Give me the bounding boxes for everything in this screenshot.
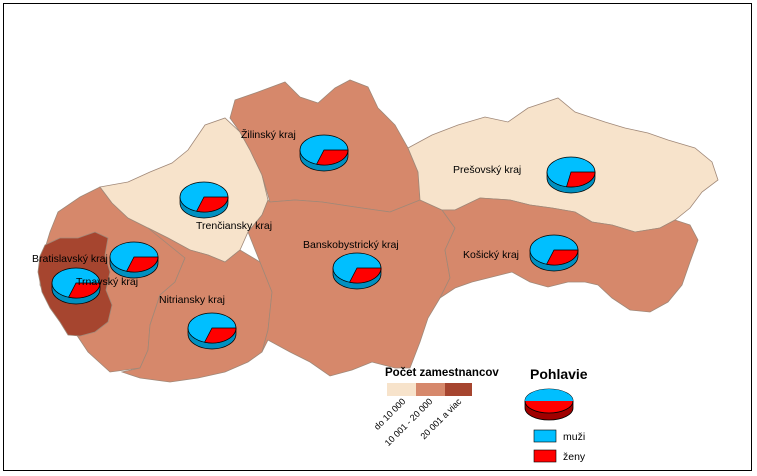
pie-bratislava: [51, 267, 101, 305]
label-trencin: Trenčiansky kraj: [196, 220, 272, 232]
legend-swatch-mid: [416, 383, 445, 396]
label-kosice: Košický kraj: [463, 249, 519, 261]
legend-men-swatch: [533, 429, 557, 443]
legend-men-label: muži: [563, 431, 585, 443]
label-banska-bystrica: Banskobystrický kraj: [303, 239, 399, 251]
pie-kosice: [529, 234, 579, 272]
label-bratislava: Bratislavský kraj: [32, 253, 108, 265]
map-frame: [3, 3, 752, 471]
legend-swatch-high: [445, 383, 472, 396]
legend-gender-pie: [524, 388, 574, 421]
legend-gender: Pohlavie muži ženy: [524, 366, 588, 463]
pie-trencin: [179, 181, 229, 219]
legend-women-swatch: [533, 449, 557, 463]
pie-nitra: [187, 312, 237, 350]
legend-swatch-low: [387, 383, 416, 396]
label-presov: Prešovský kraj: [453, 164, 521, 176]
pie-zilina: [299, 134, 349, 172]
legend-gender-title: Pohlavie: [530, 366, 588, 382]
label-zilina: Žilinský kraj: [241, 128, 296, 141]
legend-women-label: ženy: [563, 451, 586, 463]
label-nitra: Nitriansky kraj: [159, 294, 225, 306]
legend-employees-title: Počet zamestnancov: [385, 367, 499, 379]
region-nitra[interactable]: [120, 227, 273, 383]
legend-class-mid: 10 001 - 20 000: [383, 396, 435, 448]
pie-banska-bystrica: [332, 252, 382, 290]
legend-employees: Počet zamestnancov do 10 000 10 001 - 20…: [372, 367, 499, 448]
pie-trnava: [109, 241, 159, 279]
label-trnava: Trnavský kraj: [76, 276, 138, 288]
pie-presov: [546, 156, 596, 194]
